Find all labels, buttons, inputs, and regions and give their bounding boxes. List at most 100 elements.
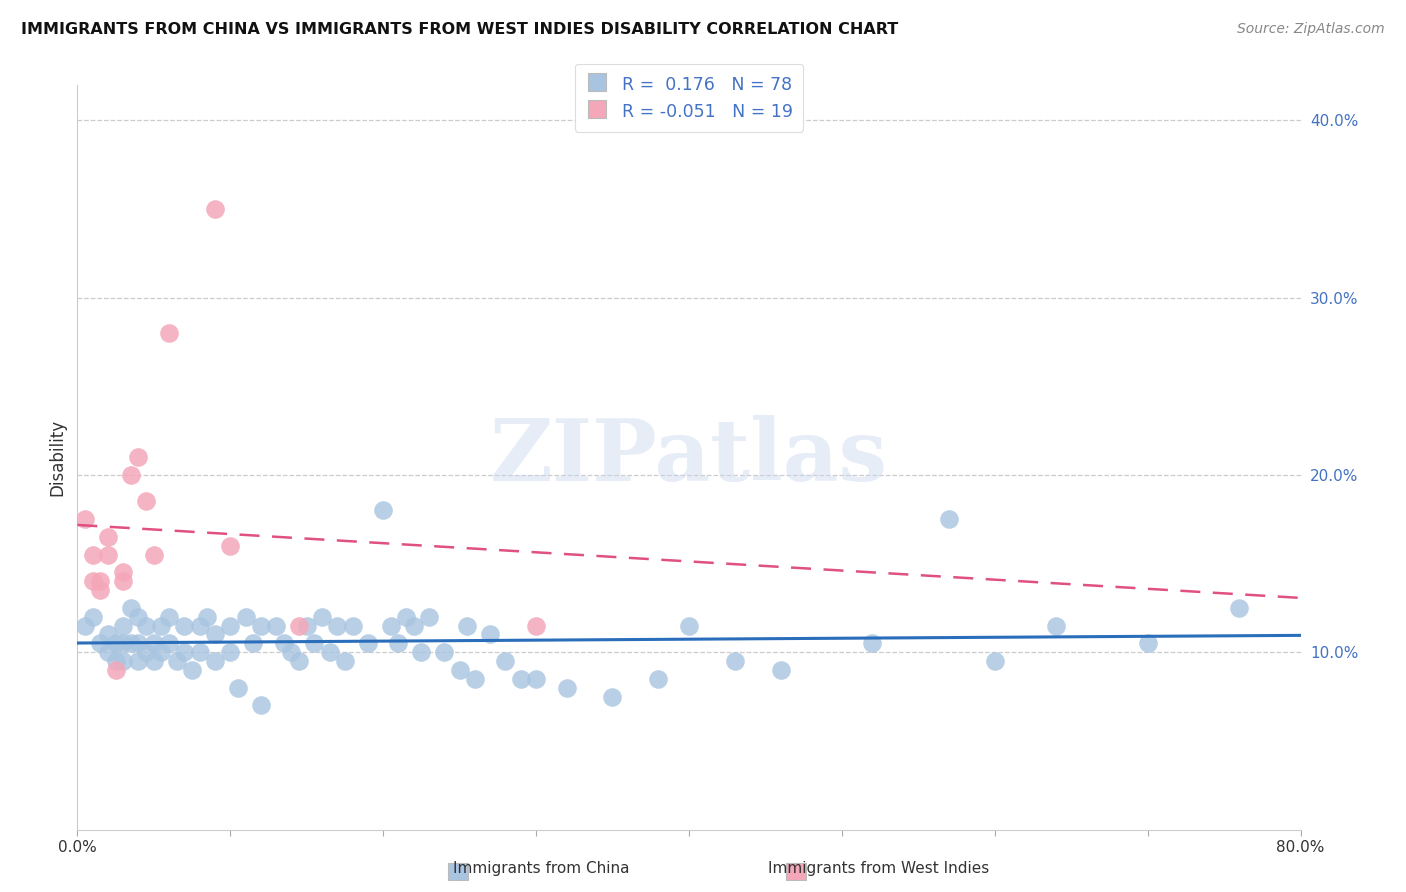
Point	[402, 618, 425, 632]
Point	[555, 681, 578, 695]
Point	[862, 636, 884, 650]
Text: ZIPatlas: ZIPatlas	[489, 415, 889, 500]
Point	[150, 645, 173, 659]
Point	[97, 645, 120, 659]
Point	[157, 609, 180, 624]
Point	[112, 654, 135, 668]
Point	[264, 618, 287, 632]
Point	[142, 548, 165, 562]
Point	[250, 698, 273, 713]
Point	[112, 574, 135, 589]
Point	[89, 636, 111, 650]
Point	[456, 618, 478, 632]
Point	[371, 503, 394, 517]
Point	[678, 618, 700, 632]
Point	[112, 618, 135, 632]
Point	[181, 663, 204, 677]
Point	[647, 672, 669, 686]
Point	[418, 609, 440, 624]
Point	[142, 636, 165, 650]
Point	[288, 654, 311, 668]
Point	[112, 636, 135, 650]
Point	[135, 494, 157, 508]
Text: Immigrants from China: Immigrants from China	[453, 861, 630, 876]
Point	[250, 618, 273, 632]
Point	[380, 618, 402, 632]
Point	[1045, 618, 1067, 632]
Point	[938, 512, 960, 526]
Point	[82, 574, 104, 589]
Point	[479, 627, 502, 641]
Point	[73, 512, 96, 526]
Point	[288, 618, 311, 632]
Point	[395, 609, 418, 624]
Point	[602, 690, 624, 704]
Point	[104, 654, 127, 668]
Point	[97, 627, 120, 641]
Point	[219, 645, 242, 659]
Point	[120, 636, 142, 650]
Point	[127, 636, 149, 650]
Point	[1229, 600, 1251, 615]
Point	[97, 530, 120, 544]
Point	[495, 654, 517, 668]
Text: Immigrants from West Indies: Immigrants from West Indies	[768, 861, 990, 876]
Point	[464, 672, 486, 686]
Point	[204, 654, 226, 668]
Point	[311, 609, 333, 624]
Point	[104, 663, 127, 677]
Point	[173, 618, 195, 632]
Point	[411, 645, 433, 659]
Y-axis label: Disability: Disability	[48, 418, 66, 496]
Point	[984, 654, 1007, 668]
Point	[524, 618, 547, 632]
Point	[304, 636, 326, 650]
Point	[112, 566, 135, 580]
Point	[188, 618, 211, 632]
Point	[166, 654, 188, 668]
Point	[127, 654, 149, 668]
Point	[173, 645, 195, 659]
Point	[97, 548, 120, 562]
Point	[242, 636, 264, 650]
Point	[219, 539, 242, 553]
Point	[1136, 636, 1159, 650]
Point	[142, 654, 165, 668]
Point	[273, 636, 295, 650]
Point	[127, 450, 149, 464]
Point	[120, 600, 142, 615]
Point	[449, 663, 471, 677]
Point	[724, 654, 747, 668]
Point	[342, 618, 364, 632]
Point	[150, 618, 173, 632]
Point	[524, 672, 547, 686]
Point	[433, 645, 456, 659]
Point	[333, 654, 356, 668]
Point	[157, 636, 180, 650]
Point	[135, 618, 157, 632]
Point	[226, 681, 249, 695]
Point	[104, 636, 127, 650]
Point	[509, 672, 531, 686]
Legend: R =  0.176   N = 78, R = -0.051   N = 19: R = 0.176 N = 78, R = -0.051 N = 19	[575, 63, 803, 131]
Point	[295, 618, 318, 632]
Point	[318, 645, 340, 659]
Point	[357, 636, 380, 650]
Point	[280, 645, 302, 659]
Point	[387, 636, 409, 650]
Text: IMMIGRANTS FROM CHINA VS IMMIGRANTS FROM WEST INDIES DISABILITY CORRELATION CHAR: IMMIGRANTS FROM CHINA VS IMMIGRANTS FROM…	[21, 22, 898, 37]
Point	[769, 663, 792, 677]
Point	[120, 467, 142, 482]
Point	[326, 618, 349, 632]
Point	[235, 609, 257, 624]
Text: Source: ZipAtlas.com: Source: ZipAtlas.com	[1237, 22, 1385, 37]
Point	[82, 548, 104, 562]
Point	[219, 618, 242, 632]
Point	[195, 609, 218, 624]
Point	[82, 609, 104, 624]
Point	[127, 609, 149, 624]
Point	[188, 645, 211, 659]
Point	[204, 202, 226, 216]
Point	[89, 574, 111, 589]
Point	[204, 627, 226, 641]
